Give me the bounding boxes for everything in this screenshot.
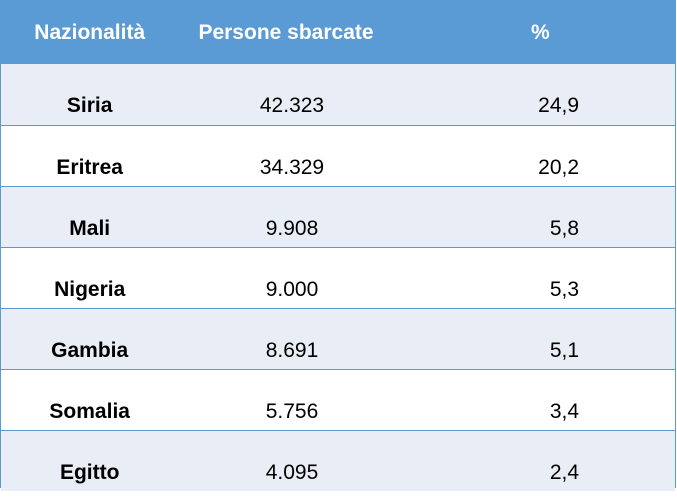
nationality-cell: Nigeria: [54, 278, 126, 301]
header-percent: %: [531, 21, 550, 44]
people-cell: 34.329: [259, 156, 325, 179]
header-nationality: Nazionalità: [34, 21, 146, 44]
table-row: Egitto 4.095 2,4: [1, 430, 675, 491]
people-cell: 42.323: [259, 94, 325, 117]
table-header: Nazionalità Persone sbarcate %: [1, 1, 675, 64]
people-cell: 5.756: [265, 400, 319, 423]
percent-cell: 5,8: [549, 217, 580, 240]
nationality-cell: Eritrea: [56, 156, 123, 179]
data-table: Nazionalità Persone sbarcate % Siria 42.…: [0, 0, 676, 491]
percent-cell: 24,9: [538, 94, 580, 117]
nationality-cell: Mali: [69, 217, 111, 240]
percent-cell: 5,3: [549, 278, 580, 301]
header-people-landed: Persone sbarcate: [198, 21, 374, 44]
table-row: Eritrea 34.329 20,2: [1, 125, 675, 186]
percent-cell: 2,4: [549, 461, 580, 484]
people-cell: 9.000: [265, 278, 319, 301]
percent-cell: 3,4: [549, 400, 580, 423]
table-row: Mali 9.908 5,8: [1, 186, 675, 247]
table-body: Siria 42.323 24,9 Eritrea 34.329 20,2 Ma…: [1, 64, 675, 491]
table-row: Nigeria 9.000 5,3: [1, 247, 675, 308]
people-cell: 8.691: [265, 339, 319, 362]
people-cell: 9.908: [265, 217, 319, 240]
table-row: Gambia 8.691 5,1: [1, 308, 675, 369]
percent-cell: 5,1: [549, 339, 580, 362]
table-row: Siria 42.323 24,9: [1, 64, 675, 125]
nationality-cell: Egitto: [59, 461, 120, 484]
percent-cell: 20,2: [538, 156, 580, 179]
people-cell: 4.095: [265, 461, 319, 484]
nationality-cell: Siria: [66, 94, 113, 117]
nationality-cell: Gambia: [51, 339, 129, 362]
nationality-cell: Somalia: [49, 400, 130, 423]
table-row: Somalia 5.756 3,4: [1, 369, 675, 430]
